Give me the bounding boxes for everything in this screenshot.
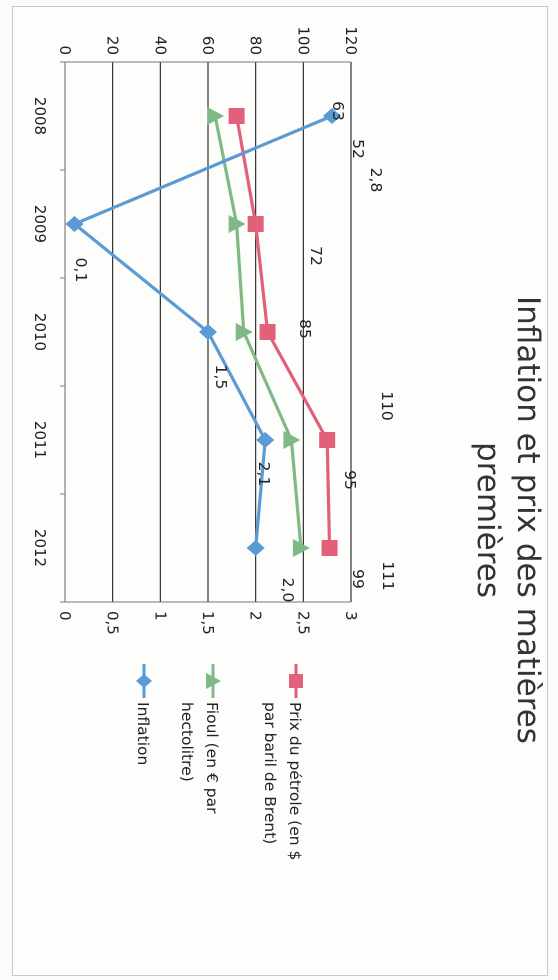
series-point [259, 324, 276, 340]
series-point [246, 540, 265, 556]
y-left-tick-label: 40 [151, 36, 169, 55]
y-right-tick-label: 1 [151, 611, 169, 621]
series-square [228, 108, 338, 556]
data-label: 110 [378, 391, 396, 421]
y-left-tick-label: 120 [342, 26, 360, 55]
series-triangle [207, 107, 310, 557]
y-right-tick-label: 1,5 [199, 611, 217, 635]
x-tick-label: 2008 [31, 97, 49, 135]
series-point [65, 216, 84, 232]
data-label: 2,1 [255, 462, 273, 487]
series-point [228, 108, 245, 124]
title-line-2: premières [470, 442, 506, 598]
series-point [319, 432, 336, 448]
legend-marker [206, 673, 221, 689]
series-point [235, 323, 253, 341]
x-tick-label: 2012 [31, 529, 49, 567]
data-label: 111 [379, 561, 397, 591]
x-tick-label: 2009 [31, 205, 49, 243]
legend-label: par baril de Brent) [261, 702, 279, 844]
legend-marker [136, 674, 152, 688]
series-point [228, 215, 246, 233]
data-label: 72 [307, 246, 325, 266]
y-left-tick-label: 60 [199, 36, 217, 55]
series-point [292, 539, 310, 557]
series-point [207, 107, 225, 125]
y-left-tick-label: 80 [247, 36, 265, 55]
series-point [256, 432, 275, 448]
data-label: 63 [329, 101, 347, 121]
y-right-tick-label: 0,5 [104, 611, 122, 635]
legend-label: Inflation [134, 702, 152, 765]
y-right-tick-label: 3 [342, 611, 360, 621]
data-label: 99 [349, 569, 367, 589]
legend-marker [289, 674, 303, 688]
chart-frame [12, 6, 548, 976]
series-point [247, 216, 264, 232]
data-label: 0,1 [72, 258, 90, 283]
legend: Prix du pétrole (en $ par baril de Brent)… [134, 664, 304, 860]
legend-label: hectolitre) [178, 702, 196, 782]
plot-area: 0 20 40 60 80 100 120 0 0,5 1 1,5 2 2,5 3 2008 2009 2010… [31, 26, 397, 635]
data-label: 95 [341, 470, 359, 490]
y-right-tick-label: 0 [56, 611, 74, 621]
x-tick-label: 2010 [31, 313, 49, 351]
legend-entry: Inflation [134, 664, 152, 765]
y-left-tick-label: 0 [56, 45, 74, 55]
chart-title: Inflation et prix des matières premières [470, 296, 546, 744]
data-label: 2,0 [279, 578, 297, 603]
x-tick-label: 2011 [31, 421, 49, 459]
legend-entry: Prix du pétrole (en $ par baril de Brent) [261, 664, 304, 860]
data-label: 2,8 [367, 168, 385, 193]
legend-entry: Fioul (en € par hectolitre) [178, 664, 221, 814]
data-label: 1,5 [212, 365, 230, 390]
y-right-tick-label: 2,5 [294, 611, 312, 635]
y-right-tick-label: 2 [247, 611, 265, 621]
series-point [283, 431, 301, 449]
legend-label: Fioul (en € par [203, 702, 221, 814]
y-left-tick-label: 20 [104, 36, 122, 55]
data-label: 52 [349, 139, 367, 159]
series-point [199, 324, 217, 340]
y-left-tick-label: 100 [294, 26, 312, 55]
legend-label: Prix du pétrole (en $ [286, 702, 304, 860]
series-point [321, 540, 338, 556]
title-line-1: Inflation et prix des matières [510, 296, 546, 744]
data-label: 85 [296, 319, 314, 339]
